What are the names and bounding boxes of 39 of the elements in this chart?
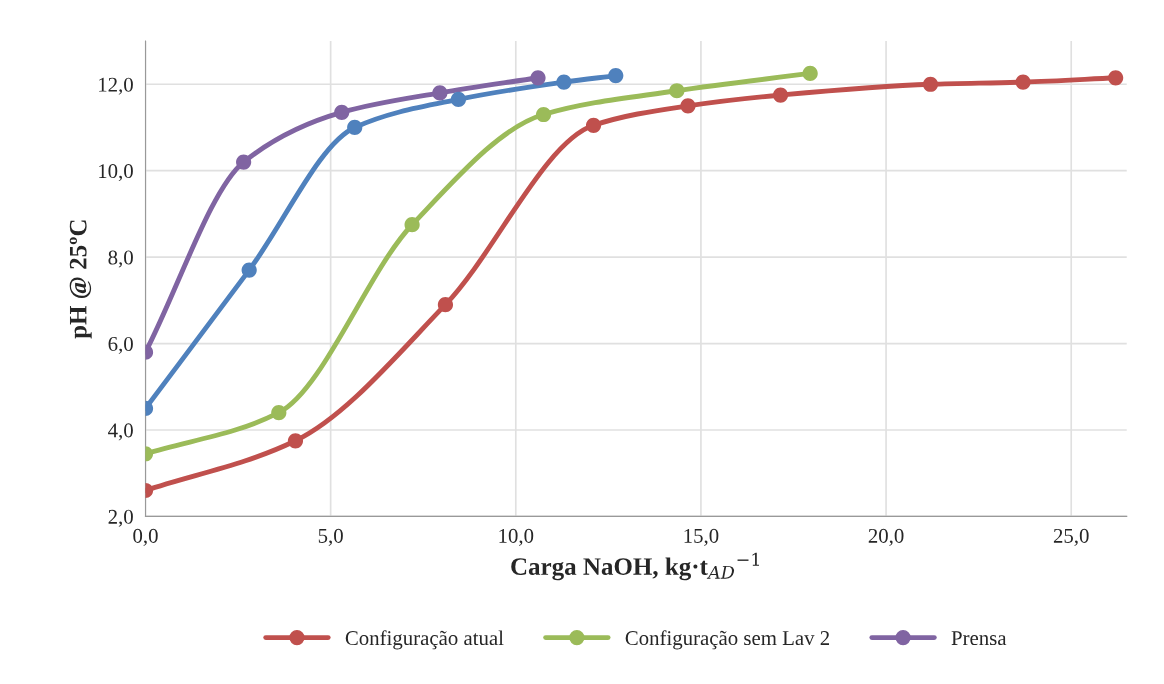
point [608, 68, 624, 84]
x-tick-label: 10,0 [499, 528, 534, 546]
point [680, 98, 696, 114]
point [802, 65, 818, 82]
legend-label: Configuração atual [345, 630, 504, 650]
point [535, 106, 552, 123]
point [669, 83, 685, 99]
point [271, 405, 287, 421]
y-tick-label: 12,0 [99, 77, 133, 95]
point [556, 74, 572, 90]
y-tick-label: 8,0 [108, 250, 133, 268]
y-tick-label: 10,0 [99, 164, 133, 182]
y-tick-label: 4,0 [108, 423, 133, 441]
x-axis-title: Carga NaOH, kg·t$_{AD}$$^{−1}$ [511, 552, 759, 581]
point [450, 91, 466, 107]
x-tick-label: 15,0 [684, 528, 719, 546]
point [287, 433, 304, 449]
point [1108, 70, 1124, 86]
legend-label: Configuração sem Lav 2 [625, 630, 830, 650]
point [530, 70, 546, 86]
legend-label: Prensa [951, 631, 1007, 646]
point [922, 76, 939, 92]
y-tick-label: 6,0 [108, 336, 133, 354]
point [1015, 74, 1031, 90]
y-axis-title: pH @ 25ºC [69, 220, 92, 339]
point [404, 217, 420, 233]
point [432, 85, 448, 101]
point [437, 297, 454, 313]
y-tick-label: 2,0 [108, 509, 133, 527]
x-tick-label: 0,0 [133, 528, 158, 546]
point [347, 119, 363, 136]
point [334, 104, 350, 120]
x-tick-label: 5,0 [318, 528, 343, 546]
point [585, 117, 602, 133]
point [241, 262, 257, 278]
x-tick-label: 20,0 [868, 528, 904, 546]
point [236, 154, 252, 170]
point [772, 87, 789, 103]
x-tick-label: 25,0 [1053, 528, 1089, 546]
